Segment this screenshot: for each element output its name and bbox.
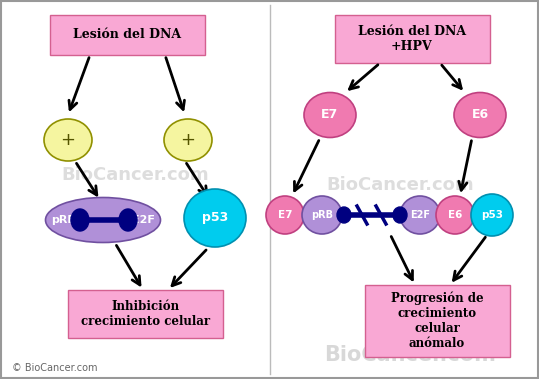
Text: BioCancer.com: BioCancer.com (61, 166, 209, 184)
Ellipse shape (44, 119, 92, 161)
Ellipse shape (119, 209, 137, 231)
Text: E6: E6 (472, 108, 488, 122)
Ellipse shape (71, 209, 89, 231)
Ellipse shape (400, 196, 440, 234)
Text: E7: E7 (278, 210, 292, 220)
FancyBboxPatch shape (50, 15, 205, 55)
Text: Progresión de
crecimiento
celular
anómalo: Progresión de crecimiento celular anómal… (391, 292, 483, 350)
Text: Inhibición
crecimiento celular: Inhibición crecimiento celular (81, 300, 211, 328)
Ellipse shape (304, 92, 356, 138)
Ellipse shape (471, 194, 513, 236)
Text: BioCancer.com: BioCancer.com (326, 176, 474, 194)
Text: +: + (60, 131, 75, 149)
Text: Lesión del DNA: Lesión del DNA (73, 28, 181, 41)
Ellipse shape (337, 207, 351, 223)
Text: E2F: E2F (410, 210, 430, 220)
Text: E7: E7 (321, 108, 338, 122)
Text: +: + (181, 131, 196, 149)
FancyBboxPatch shape (68, 290, 223, 338)
Ellipse shape (302, 196, 342, 234)
Text: p53: p53 (202, 211, 228, 224)
Ellipse shape (454, 92, 506, 138)
Ellipse shape (393, 207, 407, 223)
Ellipse shape (164, 119, 212, 161)
Text: E6: E6 (448, 210, 462, 220)
Text: pRB: pRB (51, 215, 75, 225)
FancyBboxPatch shape (365, 285, 510, 357)
Ellipse shape (436, 196, 474, 234)
Ellipse shape (184, 189, 246, 247)
Ellipse shape (45, 197, 161, 243)
FancyBboxPatch shape (335, 15, 490, 63)
Ellipse shape (266, 196, 304, 234)
Text: E2F: E2F (132, 215, 155, 225)
Text: Lesión del DNA
+HPV: Lesión del DNA +HPV (358, 25, 466, 53)
Text: © BioCancer.com: © BioCancer.com (12, 363, 98, 373)
Text: pRB: pRB (311, 210, 333, 220)
Text: BioCancer.com: BioCancer.com (324, 345, 496, 365)
Text: p53: p53 (481, 210, 503, 220)
